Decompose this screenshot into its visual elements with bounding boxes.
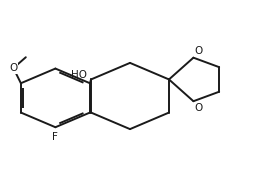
Text: HO: HO [71, 70, 87, 80]
Text: F: F [53, 132, 58, 142]
Text: O: O [195, 46, 203, 56]
Text: O: O [195, 103, 203, 113]
Text: O: O [9, 63, 17, 73]
